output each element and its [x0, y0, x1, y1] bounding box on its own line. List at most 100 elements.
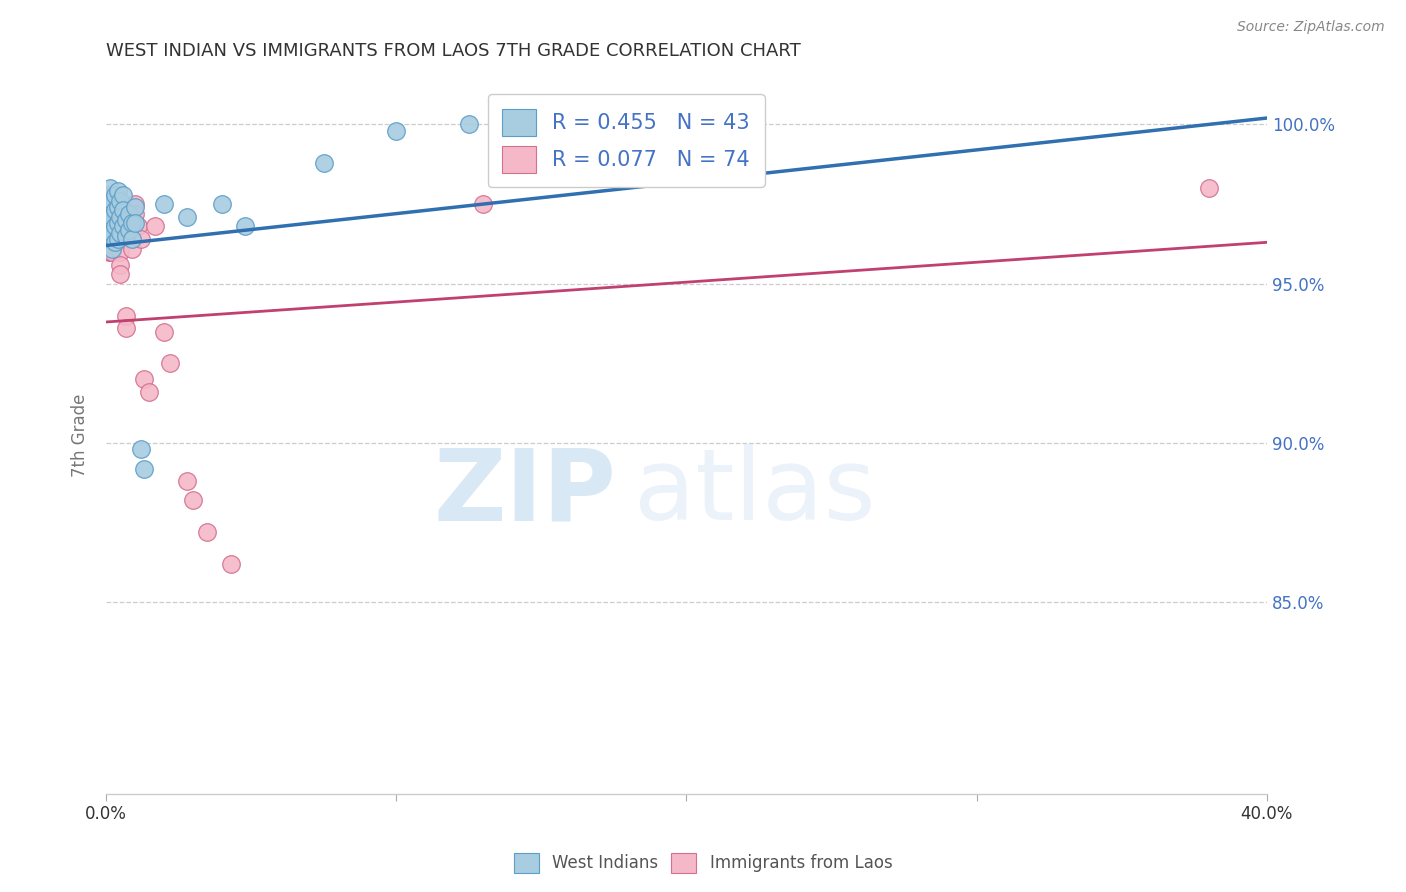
Point	[97, 216, 120, 230]
Point	[97, 244, 120, 259]
Point	[124, 197, 146, 211]
Point	[97, 226, 120, 240]
Text: Source: ZipAtlas.com: Source: ZipAtlas.com	[1237, 20, 1385, 34]
Point	[104, 235, 127, 250]
Point	[98, 197, 121, 211]
Point	[138, 385, 160, 400]
Point	[100, 244, 122, 259]
Point	[176, 210, 198, 224]
Point	[97, 187, 120, 202]
Point	[98, 219, 121, 234]
Point	[181, 493, 204, 508]
Point	[104, 226, 127, 240]
Point	[100, 242, 122, 256]
Point	[159, 356, 181, 370]
Point	[100, 235, 122, 250]
Point	[104, 187, 127, 202]
Point	[118, 207, 141, 221]
Point	[96, 213, 118, 227]
Point	[132, 372, 155, 386]
Point	[110, 194, 132, 208]
Point	[107, 216, 129, 230]
Point	[110, 267, 132, 281]
Point	[104, 203, 127, 218]
Point	[110, 258, 132, 272]
Point	[312, 155, 335, 169]
Point	[101, 229, 124, 244]
Point	[97, 210, 120, 224]
Point	[100, 226, 122, 240]
Point	[97, 229, 120, 244]
Legend: West Indians, Immigrants from Laos: West Indians, Immigrants from Laos	[508, 847, 898, 880]
Point	[96, 213, 118, 227]
Point	[107, 232, 129, 246]
Point	[97, 197, 120, 211]
Point	[107, 232, 129, 246]
Point	[110, 210, 132, 224]
Y-axis label: 7th Grade: 7th Grade	[72, 393, 89, 477]
Text: ZIP: ZIP	[434, 444, 617, 541]
Point	[121, 232, 143, 246]
Point	[104, 207, 127, 221]
Point	[97, 238, 120, 252]
Point	[96, 197, 118, 211]
Point	[100, 197, 122, 211]
Point	[96, 207, 118, 221]
Point	[96, 197, 118, 211]
Point	[219, 558, 242, 572]
Point	[98, 181, 121, 195]
Point	[197, 525, 219, 540]
Point	[100, 226, 122, 240]
Point	[107, 197, 129, 211]
Point	[153, 325, 176, 339]
Point	[100, 216, 122, 230]
Point	[118, 207, 141, 221]
Point	[97, 207, 120, 221]
Point	[110, 244, 132, 259]
Point	[121, 242, 143, 256]
Point	[233, 219, 256, 234]
Point	[129, 232, 152, 246]
Point	[100, 216, 122, 230]
Point	[97, 235, 120, 250]
Point	[96, 219, 118, 234]
Point	[153, 197, 176, 211]
Point	[176, 475, 198, 489]
Point	[115, 321, 138, 335]
Point	[115, 229, 138, 244]
Legend: R = 0.455   N = 43, R = 0.077   N = 74: R = 0.455 N = 43, R = 0.077 N = 74	[488, 95, 765, 187]
Point	[124, 216, 146, 230]
Point	[104, 216, 127, 230]
Point	[118, 219, 141, 234]
Point	[98, 210, 121, 224]
Point	[100, 244, 122, 259]
Point	[100, 197, 122, 211]
Point	[107, 219, 129, 234]
Point	[127, 219, 149, 234]
Point	[100, 207, 122, 221]
Point	[112, 219, 135, 234]
Point	[385, 124, 408, 138]
Point	[112, 187, 135, 202]
Point	[104, 197, 127, 211]
Point	[124, 207, 146, 221]
Point	[100, 194, 122, 208]
Point	[132, 461, 155, 475]
Point	[107, 184, 129, 198]
Point	[112, 197, 135, 211]
Point	[97, 219, 120, 234]
Point	[100, 226, 122, 240]
Point	[121, 232, 143, 246]
Point	[118, 222, 141, 236]
Point	[124, 200, 146, 214]
Point	[97, 232, 120, 246]
Point	[98, 238, 121, 252]
Point	[97, 232, 120, 246]
Point	[100, 210, 122, 224]
Point	[100, 207, 122, 221]
Point	[472, 197, 495, 211]
Point	[1198, 181, 1220, 195]
Point	[129, 442, 152, 457]
Point	[96, 197, 118, 211]
Point	[115, 309, 138, 323]
